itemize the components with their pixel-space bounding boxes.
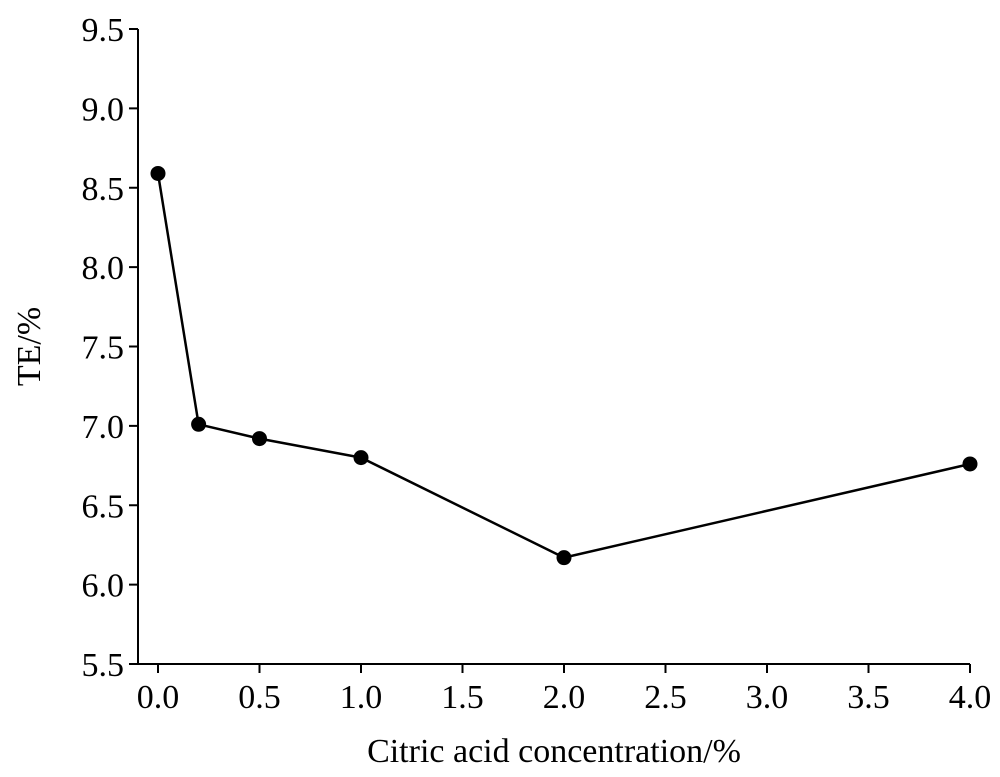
y-tick-label: 8.5 bbox=[82, 171, 125, 208]
x-tick-label: 3.0 bbox=[746, 679, 789, 716]
x-axis: 0.0 0.5 1.0 1.5 2.0 2.5 3.0 3.5 4.0 bbox=[137, 663, 992, 716]
x-tick-label: 2.0 bbox=[543, 679, 586, 716]
data-point bbox=[150, 165, 166, 181]
y-tick-label: 6.5 bbox=[82, 488, 125, 525]
y-tick-label: 9.0 bbox=[82, 91, 125, 128]
data-point bbox=[191, 416, 207, 432]
x-axis-title: Citric acid concentration/% bbox=[367, 733, 741, 770]
x-tick-label: 2.5 bbox=[644, 679, 687, 716]
data-point bbox=[252, 431, 267, 447]
data-point bbox=[556, 550, 572, 566]
data-point bbox=[962, 456, 978, 472]
y-tick-label: 9.5 bbox=[82, 12, 125, 49]
x-tick-label: 0.0 bbox=[137, 679, 180, 716]
y-tick-label: 7.0 bbox=[82, 409, 125, 446]
y-axis-title: TE/% bbox=[11, 307, 48, 386]
y-tick-label: 8.0 bbox=[82, 250, 125, 287]
data-point bbox=[353, 450, 369, 466]
y-tick-label: 7.5 bbox=[82, 330, 125, 367]
series-layer bbox=[150, 165, 978, 566]
series-line bbox=[156, 173, 971, 559]
y-axis: 5.5 6.0 6.5 7.0 7.5 8.0 8.5 9.0 9.5 bbox=[82, 12, 139, 684]
x-tick-label: 4.0 bbox=[949, 679, 992, 716]
y-tick-label: 5.5 bbox=[82, 647, 125, 684]
y-tick-label: 6.0 bbox=[82, 568, 125, 605]
x-tick-label: 1.0 bbox=[340, 679, 383, 716]
x-tick-label: 3.5 bbox=[847, 679, 890, 716]
x-tick-label: 1.5 bbox=[441, 679, 484, 716]
x-tick-label: 0.5 bbox=[238, 679, 281, 716]
